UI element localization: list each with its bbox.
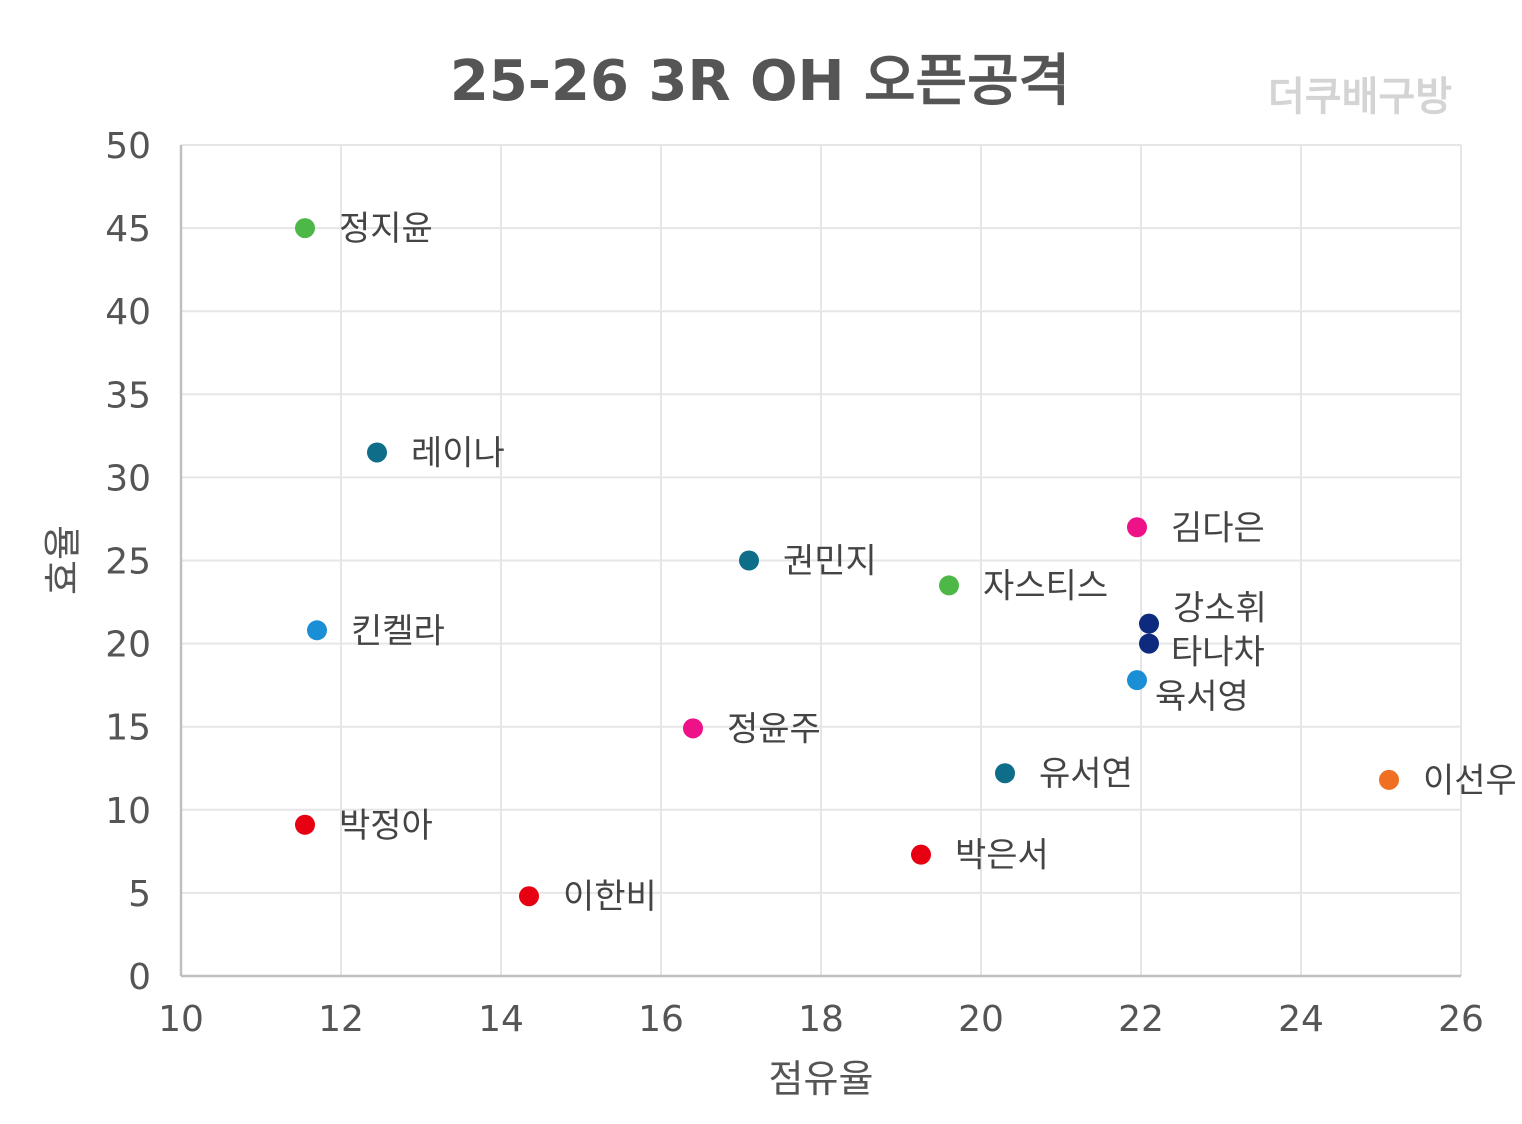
data-point: [1139, 613, 1159, 634]
y-tick-label: 10: [105, 791, 151, 832]
y-tick-label: 45: [105, 209, 151, 250]
x-tick-label: 18: [798, 999, 844, 1040]
x-tick-label: 16: [638, 999, 684, 1040]
data-point: [939, 575, 959, 596]
data-point: [1127, 517, 1147, 538]
data-label: 정지윤: [339, 209, 433, 249]
x-tick-label: 12: [318, 999, 364, 1040]
data-label: 박정아: [339, 806, 433, 846]
data-point: [519, 886, 539, 907]
x-tick-label: 24: [1278, 999, 1324, 1040]
y-tick-label: 15: [105, 708, 151, 749]
y-tick-label: 35: [105, 375, 151, 416]
data-label: 킨켈라: [351, 611, 445, 651]
x-tick-label: 26: [1438, 999, 1484, 1040]
data-label: 김다은: [1171, 508, 1265, 548]
y-tick-label: 50: [105, 126, 151, 167]
data-point: [295, 814, 315, 835]
x-tick-label: 14: [478, 999, 524, 1040]
y-tick-label: 5: [128, 874, 151, 915]
data-label: 이한비: [563, 877, 657, 917]
data-point: [367, 442, 387, 463]
data-point: [307, 620, 327, 641]
data-label: 타나차: [1171, 633, 1265, 673]
y-tick-label: 40: [105, 292, 151, 333]
data-point: [739, 550, 759, 571]
x-tick-labels: 10 12 14 16 18 20 22 24 26: [158, 999, 1484, 1040]
data-label: 레이나: [411, 433, 505, 473]
x-axis-label: 점유율: [769, 1057, 874, 1101]
data-label: 이선우: [1423, 761, 1517, 801]
data-point: [911, 844, 931, 865]
data-label: 강소휘: [1173, 589, 1267, 629]
x-tick-label: 22: [1118, 999, 1164, 1040]
y-tick-labels: 0 5 10 15 20 25 30 35 40 45 50: [105, 126, 151, 998]
x-tick-label: 20: [958, 999, 1004, 1040]
y-tick-label: 0: [128, 957, 151, 998]
data-label: 유서연: [1039, 754, 1133, 794]
gridlines: [181, 144, 1462, 976]
data-label: 권민지: [783, 542, 877, 582]
data-label: 자스티스: [983, 566, 1108, 606]
data-point: [1139, 633, 1159, 654]
data-point: [1379, 769, 1399, 790]
data-label: 정윤주: [727, 709, 821, 749]
x-tick-label: 10: [158, 999, 204, 1040]
axes: [179, 145, 1461, 978]
watermark-text: 더쿠배구방: [1268, 74, 1452, 120]
data-label: 박은서: [955, 836, 1049, 876]
y-tick-label: 30: [105, 458, 151, 499]
data-point: [995, 763, 1015, 784]
y-tick-label: 20: [105, 625, 151, 666]
data-point: [295, 218, 315, 239]
chart-title: 25-26 3R OH 오픈공격: [450, 49, 1070, 114]
y-axis-label: 효율: [41, 525, 85, 595]
data-point: [1127, 670, 1147, 691]
y-tick-label: 25: [105, 542, 151, 583]
data-label: 육서영: [1155, 677, 1249, 717]
data-point: [683, 718, 703, 739]
